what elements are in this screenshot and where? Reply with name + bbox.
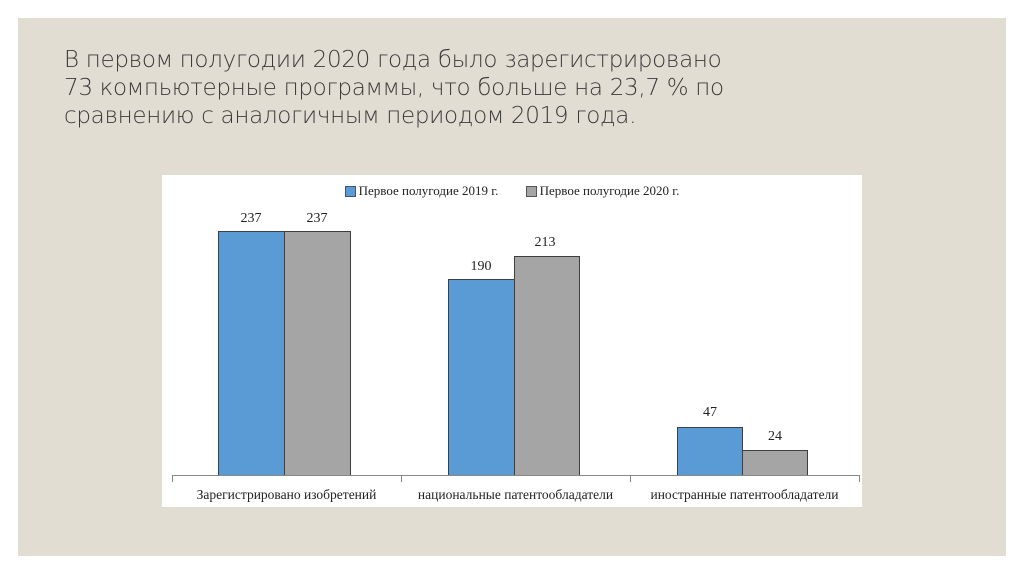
bar-chart: Первое полугодие 2019 г. Первое полугоди… — [162, 175, 862, 507]
chart-legend: Первое полугодие 2019 г. Первое полугоди… — [162, 183, 862, 199]
legend-label: Первое полугодие 2020 г. — [539, 183, 680, 198]
bar-2020-registered — [284, 231, 351, 476]
category-label: иностранные патентообладатели — [650, 487, 839, 502]
value-label: 213 — [534, 235, 556, 250]
title-line-3: сравнению с аналогичным периодом 2019 го… — [64, 103, 637, 129]
legend-item-2019: Первое полугодие 2019 г. — [344, 183, 499, 199]
value-label: 237 — [306, 211, 328, 226]
bar-2020-foreign — [742, 450, 808, 476]
title-line-2: 73 компьютерные программы, что больше на… — [64, 75, 724, 101]
title-line-1: В первом полугодии 2020 года было зареги… — [64, 47, 722, 73]
x-axis — [172, 475, 860, 476]
bar-2019-registered — [218, 231, 285, 476]
value-label: 47 — [703, 405, 717, 420]
value-label: 190 — [470, 259, 492, 274]
bar-2019-national — [448, 279, 515, 476]
slide-title: В первом полугодии 2020 года было зареги… — [64, 46, 824, 130]
category-label: Зарегистрировано изобретений — [196, 487, 377, 502]
legend-swatch-icon — [344, 185, 356, 197]
axis-tick — [859, 475, 860, 482]
axis-tick — [630, 475, 631, 482]
value-label: 237 — [240, 211, 262, 226]
axis-tick — [401, 475, 402, 482]
category-label: национальные патентообладатели — [417, 487, 614, 502]
bar-2019-foreign — [677, 427, 743, 476]
legend-label: Первое полугодие 2019 г. — [358, 183, 499, 198]
bar-2020-national — [514, 256, 580, 476]
value-label: 24 — [768, 429, 782, 444]
legend-swatch-icon — [525, 185, 537, 197]
legend-item-2020: Первое полугодие 2020 г. — [525, 183, 680, 199]
axis-tick — [172, 475, 173, 482]
